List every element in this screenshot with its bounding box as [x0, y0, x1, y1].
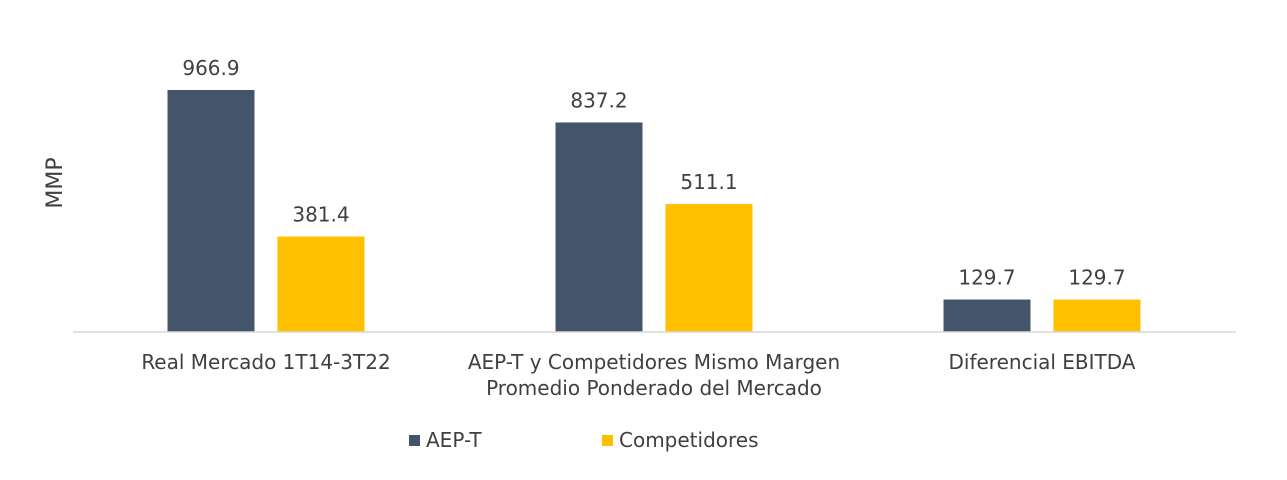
bar-aep-t-2 — [943, 299, 1031, 332]
category-label-0: Real Mercado 1T14-3T22 — [141, 350, 390, 374]
y-axis-label: MMP — [43, 157, 68, 208]
legend-item-competidores: Competidores — [602, 428, 759, 452]
category-label-2: Diferencial EBITDA — [949, 350, 1136, 374]
data-label-aep-t-0: 966.9 — [182, 56, 239, 80]
legend-item-aep-t: AEP-T — [409, 428, 482, 452]
bar-competidores-2 — [1053, 299, 1141, 332]
labels-group: 966.9 837.2 129.7 381.4 511.1 129.7 Real Merca… — [141, 56, 1135, 400]
data-label-aep-t-2: 129.7 — [958, 266, 1015, 290]
legend-label-competidores: Competidores — [619, 428, 759, 452]
bar-competidores-1 — [665, 204, 753, 332]
legend-swatch-competidores — [602, 434, 613, 446]
bar-aep-t-0 — [167, 90, 255, 332]
legend-swatch-aep-t — [409, 434, 420, 446]
data-label-aep-t-1: 837.2 — [570, 88, 627, 112]
bar-competidores-0 — [277, 236, 365, 332]
bars-group — [167, 90, 1141, 333]
category-label-1-line-1: Promedio Ponderado del Mercado — [486, 376, 822, 400]
data-label-competidores-2: 129.7 — [1068, 266, 1125, 290]
legend-label-aep-t: AEP-T — [426, 428, 482, 452]
data-label-competidores-1: 511.1 — [680, 170, 737, 194]
data-label-competidores-0: 381.4 — [292, 203, 349, 227]
category-label-1-line-0: AEP-T y Competidores Mismo Margen — [468, 350, 840, 374]
legend: AEP-T Competidores — [0, 428, 1287, 458]
bar-aep-t-1 — [555, 122, 643, 333]
